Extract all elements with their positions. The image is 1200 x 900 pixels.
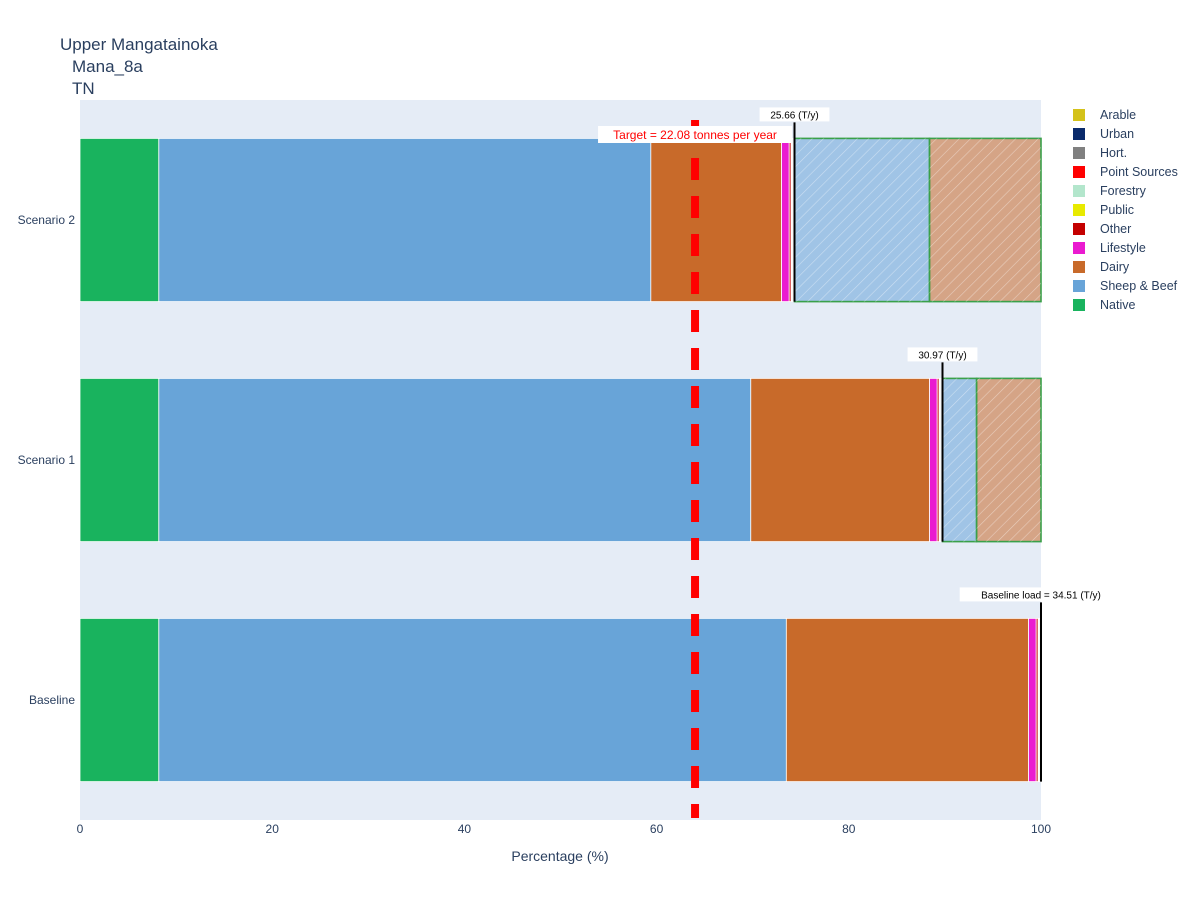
legend-swatch: [1073, 279, 1085, 292]
legend-item-dairy[interactable]: Dairy: [1073, 257, 1178, 276]
legend-item-point-sources[interactable]: Point Sources: [1073, 162, 1178, 181]
legend-swatch: [1073, 222, 1085, 235]
reduction-hatch-scenario-1-0: [942, 378, 977, 542]
bar-baseline-dairy: [785, 618, 1029, 783]
y-tick-label: Scenario 2: [18, 213, 76, 227]
legend-item-sheep-beef[interactable]: Sheep & Beef: [1073, 276, 1178, 295]
legend: Arable Urban Hort. Point Sources Forestry Pub…: [1073, 105, 1178, 314]
bar-baseline-lifestyle: [1028, 618, 1037, 783]
load-label-scenario-1: 30.97 (T/y): [918, 350, 966, 361]
bar-scenario-1-native: [79, 377, 160, 542]
legend-label: Urban: [1100, 126, 1135, 141]
legend-item-forestry[interactable]: Forestry: [1073, 181, 1178, 200]
load-label-background-scenario-2: [759, 107, 830, 122]
legend-swatch: [1073, 184, 1085, 197]
legend-swatch: [1073, 127, 1085, 140]
legend-item-hort[interactable]: Hort.: [1073, 143, 1178, 162]
bar-scenario-2-urban: [792, 137, 794, 302]
x-tick-label: 0: [77, 822, 84, 836]
x-tick-label: 40: [458, 822, 472, 836]
load-label-background-scenario-1: [907, 347, 978, 362]
reduction-hatch-scenario-1-1: [976, 378, 1041, 542]
legend-swatch: [1073, 241, 1085, 254]
chart-title: Upper Mangatainoka Mana_8a TN: [60, 34, 218, 100]
legend-swatch: [1073, 298, 1085, 311]
legend-swatch: [1073, 108, 1085, 121]
legend-label: Other: [1100, 221, 1132, 236]
legend-swatch: [1073, 165, 1085, 178]
legend-label: Sheep & Beef: [1100, 278, 1178, 293]
x-tick-label: 80: [842, 822, 856, 836]
legend-item-lifestyle[interactable]: Lifestyle: [1073, 238, 1178, 257]
legend-label: Point Sources: [1100, 164, 1178, 179]
y-axis: Baseline Scenario 1 Scenario 2: [18, 213, 76, 707]
legend-item-arable[interactable]: Arable: [1073, 105, 1178, 124]
legend-swatch: [1073, 260, 1085, 273]
bar-scenario-2-native: [79, 137, 160, 302]
x-tick-label: 60: [650, 822, 664, 836]
bar-scenario-2-sheep-beef: [158, 137, 652, 302]
bar-scenario-1-lifestyle: [929, 377, 938, 542]
x-tick-label: 100: [1031, 822, 1051, 836]
legend-label: Public: [1100, 202, 1135, 217]
bars-layer: [79, 137, 1042, 783]
reduction-hatch-scenario-2-1: [929, 138, 1041, 302]
load-label-baseline: Baseline load = 34.51 (T/y): [981, 590, 1101, 601]
target-label: Target = 22.08 tonnes per year: [613, 128, 777, 142]
reduction-hatch-scenario-2-0: [794, 138, 930, 302]
bar-baseline-sheep-beef: [158, 618, 787, 783]
legend-item-urban[interactable]: Urban: [1073, 124, 1178, 143]
load-label-background-baseline: [959, 587, 1123, 602]
legend-label: Lifestyle: [1100, 240, 1146, 255]
y-tick-label: Scenario 1: [18, 453, 76, 467]
bar-scenario-1-sheep-beef: [158, 377, 752, 542]
annotations-layer: Target = 22.08 tonnes per year Baseline l…: [598, 107, 1123, 818]
legend-item-other[interactable]: Other: [1073, 219, 1178, 238]
load-label-scenario-2: 25.66 (T/y): [770, 110, 818, 121]
bar-scenario-2-dairy: [650, 137, 782, 302]
legend-label: Dairy: [1100, 259, 1130, 274]
y-tick-label: Baseline: [29, 693, 75, 707]
chart-title-line-3: TN: [72, 79, 95, 98]
chart-title-line-2: Mana_8a: [72, 57, 143, 76]
target-label-background: [598, 126, 793, 143]
legend-label: Forestry: [1100, 183, 1146, 198]
chart-title-line-1: Upper Mangatainoka: [60, 35, 218, 54]
legend-item-public[interactable]: Public: [1073, 200, 1178, 219]
bar-scenario-2-lifestyle: [781, 137, 790, 302]
bar-scenario-1-dairy: [750, 377, 930, 542]
legend-label: Hort.: [1100, 145, 1128, 160]
legend-swatch: [1073, 203, 1085, 216]
legend-label: Arable: [1100, 107, 1137, 122]
x-axis-title: Percentage (%): [511, 848, 608, 864]
legend-swatch: [1073, 146, 1085, 159]
legend-label: Native: [1100, 297, 1136, 312]
legend-item-native[interactable]: Native: [1073, 295, 1178, 314]
bar-baseline-native: [79, 618, 160, 783]
bar-scenario-1-urban: [940, 377, 942, 542]
x-tick-label: 20: [266, 822, 280, 836]
x-axis: 0 20 40 60 80 100: [77, 822, 1052, 836]
